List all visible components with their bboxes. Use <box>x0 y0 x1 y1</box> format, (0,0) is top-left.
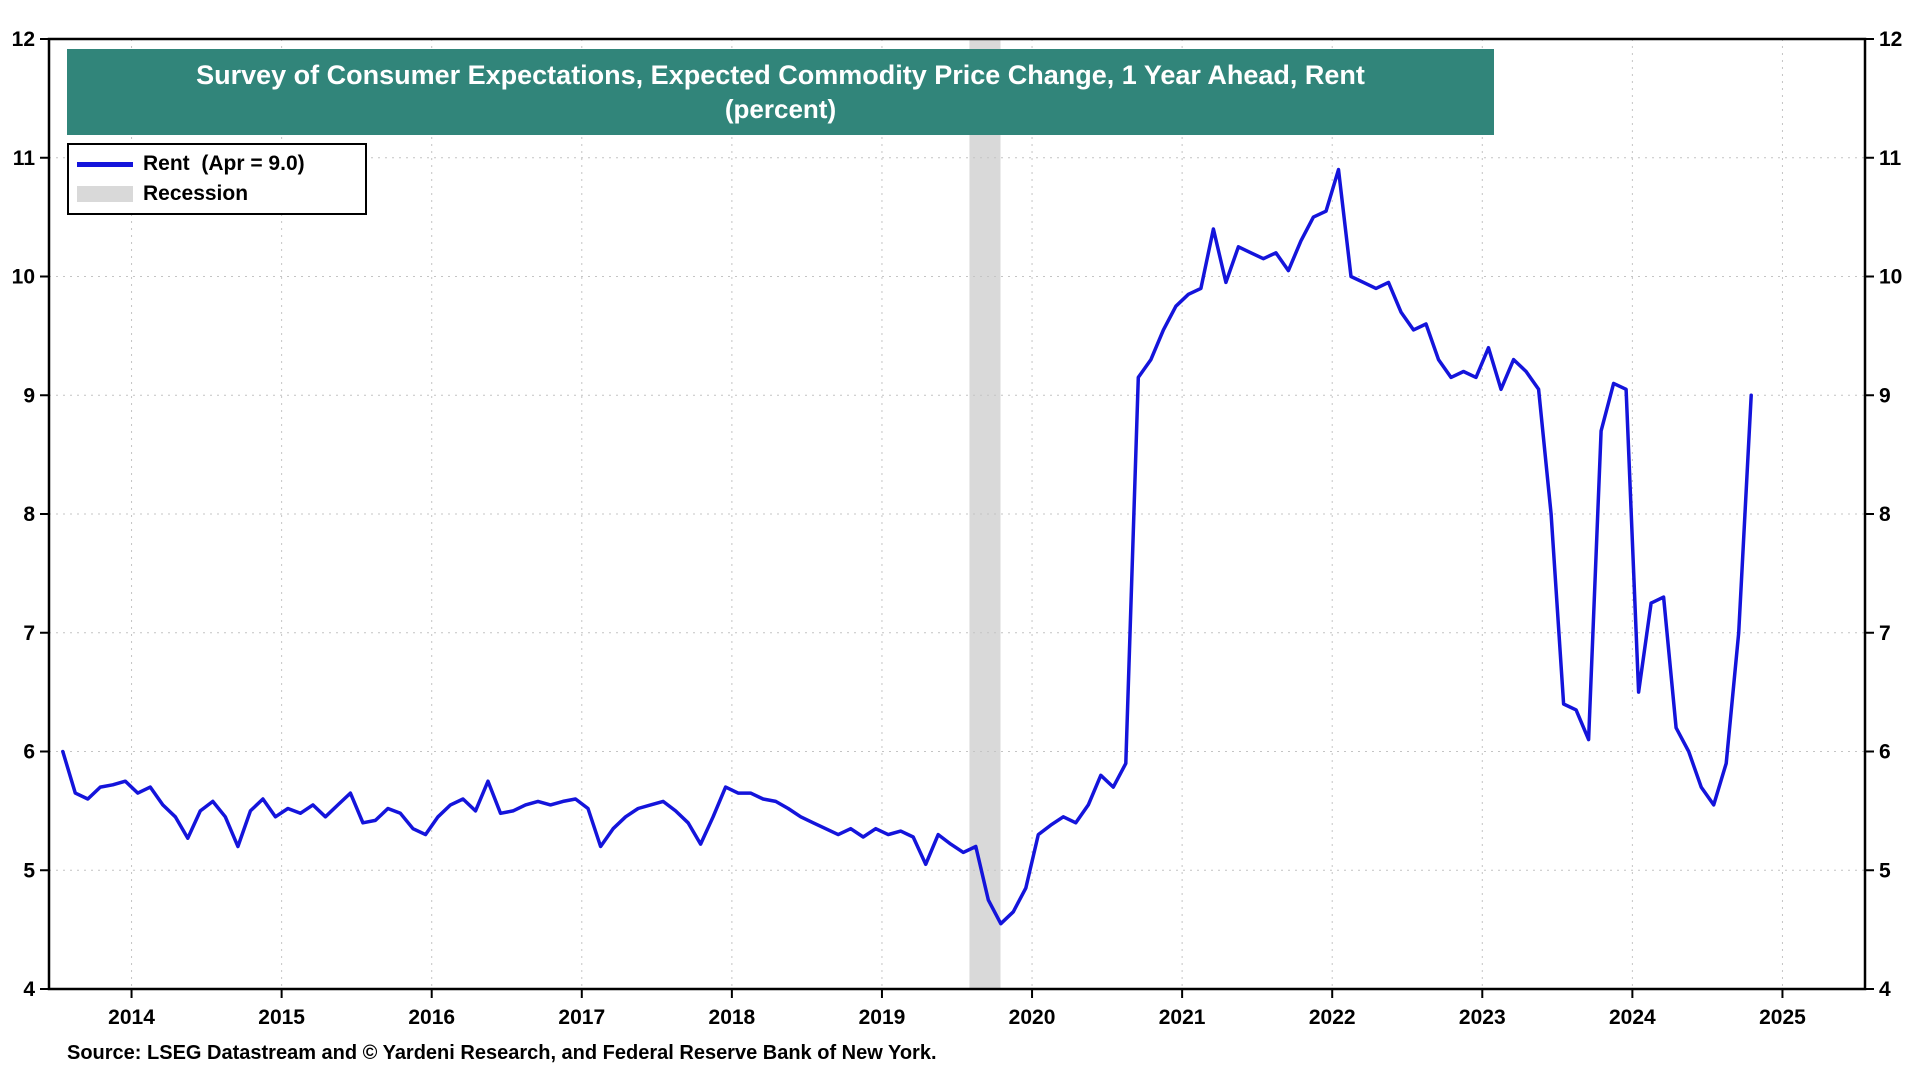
legend-recession-label: Recession <box>143 182 249 205</box>
svg-text:12: 12 <box>1879 28 1902 51</box>
svg-text:2022: 2022 <box>1309 1006 1356 1029</box>
svg-text:2019: 2019 <box>859 1006 906 1029</box>
svg-text:4: 4 <box>1879 978 1891 1001</box>
svg-text:6: 6 <box>1879 741 1891 764</box>
legend-item-recession: Recession <box>77 181 355 207</box>
svg-text:8: 8 <box>1879 503 1891 526</box>
svg-text:2021: 2021 <box>1159 1006 1206 1029</box>
svg-text:6: 6 <box>23 741 35 764</box>
svg-text:7: 7 <box>1879 622 1891 645</box>
svg-text:11: 11 <box>13 147 36 170</box>
recession-swatch <box>77 186 133 202</box>
source-attribution: Source: LSEG Datastream and © Yardeni Re… <box>67 1042 937 1064</box>
svg-text:11: 11 <box>1879 147 1902 170</box>
svg-text:10: 10 <box>1879 266 1902 289</box>
svg-text:2025: 2025 <box>1759 1006 1806 1029</box>
legend: Rent (Apr = 9.0) Recession <box>67 143 367 215</box>
svg-text:9: 9 <box>23 384 35 407</box>
chart-title-banner: Survey of Consumer Expectations, Expecte… <box>67 49 1494 135</box>
svg-text:12: 12 <box>12 28 35 51</box>
svg-text:7: 7 <box>23 622 35 645</box>
svg-text:4: 4 <box>23 978 35 1001</box>
svg-text:10: 10 <box>12 266 35 289</box>
chart-title-line2: (percent) <box>724 94 837 124</box>
svg-text:2024: 2024 <box>1609 1006 1656 1029</box>
svg-text:5: 5 <box>1879 859 1891 882</box>
legend-item-rent: Rent (Apr = 9.0) <box>77 151 355 177</box>
svg-text:2023: 2023 <box>1459 1006 1506 1029</box>
svg-text:8: 8 <box>23 503 35 526</box>
svg-text:9: 9 <box>1879 384 1891 407</box>
svg-text:2015: 2015 <box>258 1006 305 1029</box>
chart-title-line1: Survey of Consumer Expectations, Expecte… <box>196 60 1365 90</box>
svg-text:2017: 2017 <box>558 1006 605 1029</box>
svg-text:2014: 2014 <box>108 1006 155 1029</box>
rent-line-swatch <box>77 161 133 167</box>
legend-rent-label: Rent (Apr = 9.0) <box>143 152 305 175</box>
svg-text:2018: 2018 <box>709 1006 756 1029</box>
svg-text:2016: 2016 <box>408 1006 455 1029</box>
svg-text:5: 5 <box>23 859 35 882</box>
svg-text:2020: 2020 <box>1009 1006 1056 1029</box>
